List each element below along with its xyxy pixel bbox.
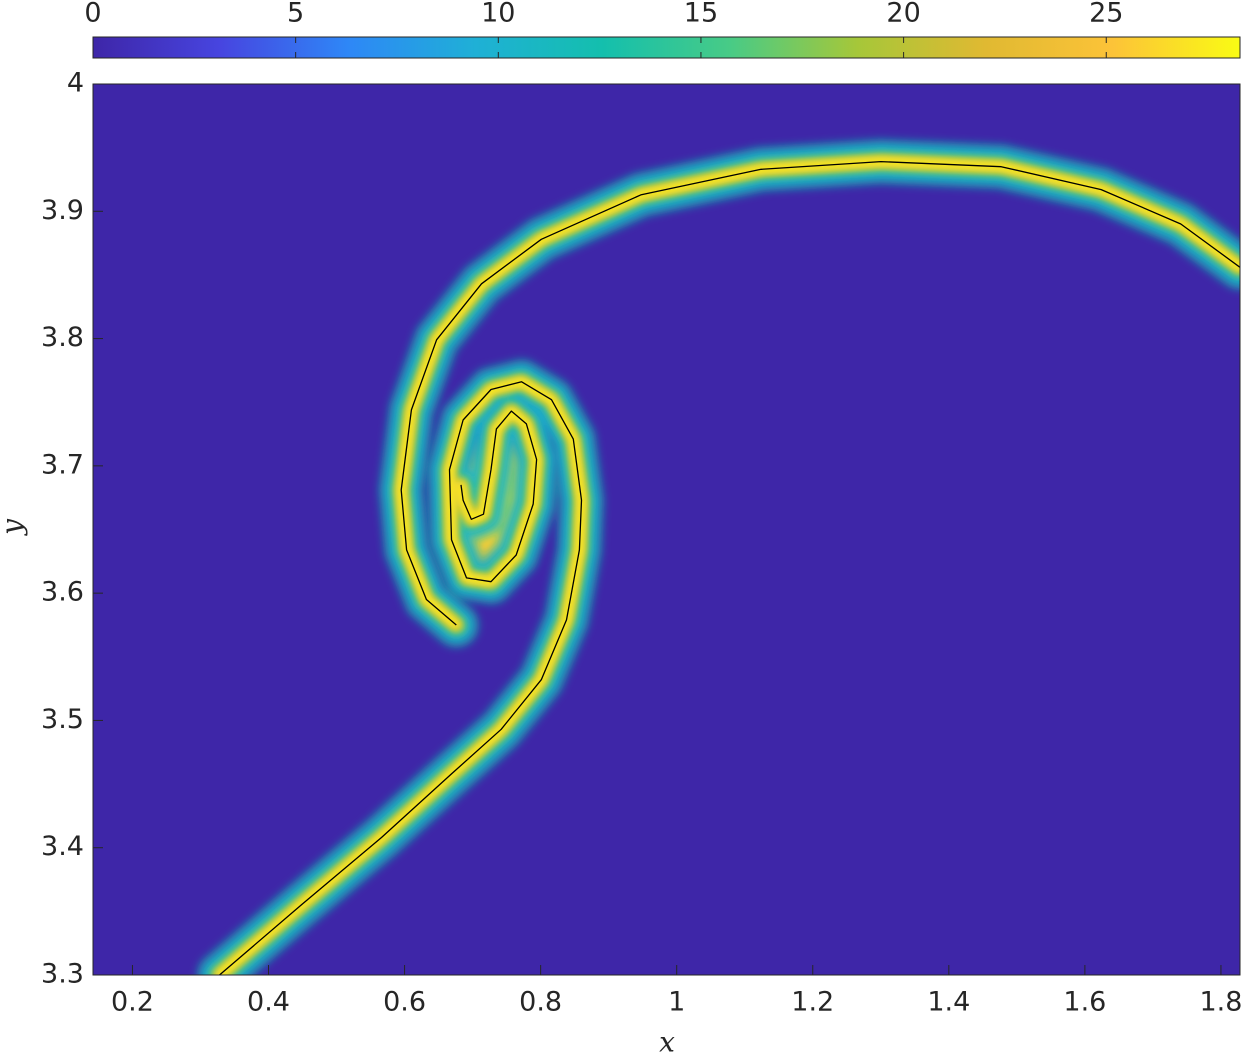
- y-tick-label: 3.7: [41, 449, 84, 480]
- x-tick-label: 1: [668, 987, 685, 1018]
- x-tick-label: 0.2: [111, 987, 154, 1018]
- y-tick-label: 3.4: [41, 831, 84, 862]
- y-tick-label: 3.8: [41, 322, 84, 353]
- y-axis-label: y: [0, 518, 29, 537]
- contour-line: [400, 160, 1240, 626]
- x-axis-label: x: [659, 1026, 675, 1055]
- colorbar-tick-label: 5: [287, 0, 304, 29]
- colorbar-tick-label: 25: [1089, 0, 1123, 29]
- plot-background: [93, 84, 1240, 975]
- field: [196, 138, 1240, 975]
- x-tick-label: 0.6: [383, 987, 426, 1018]
- colorbar-tick-label: 15: [684, 0, 718, 29]
- colorbar: [92, 36, 1241, 59]
- y-tick-label: 3.6: [41, 577, 84, 608]
- y-tick-label: 3.5: [41, 704, 84, 735]
- x-tick-label: 1.2: [791, 987, 834, 1018]
- contour-line: [219, 381, 583, 975]
- y-tick-label: 3.3: [41, 959, 84, 990]
- y-tick-label: 4: [67, 68, 84, 99]
- plot-frame: [92, 83, 1241, 976]
- x-tick-label: 1.6: [1063, 987, 1106, 1018]
- x-tick-label: 1.8: [1199, 987, 1242, 1018]
- x-tick-label: 1.4: [927, 987, 970, 1018]
- colorbar-tick-label: 0: [84, 0, 101, 29]
- y-tick-label: 3.9: [41, 195, 84, 226]
- x-tick-label: 0.8: [519, 987, 562, 1018]
- colorbar-tick-label: 10: [481, 0, 515, 29]
- x-tick-label: 0.4: [247, 987, 290, 1018]
- colorbar-tick-label: 20: [886, 0, 920, 29]
